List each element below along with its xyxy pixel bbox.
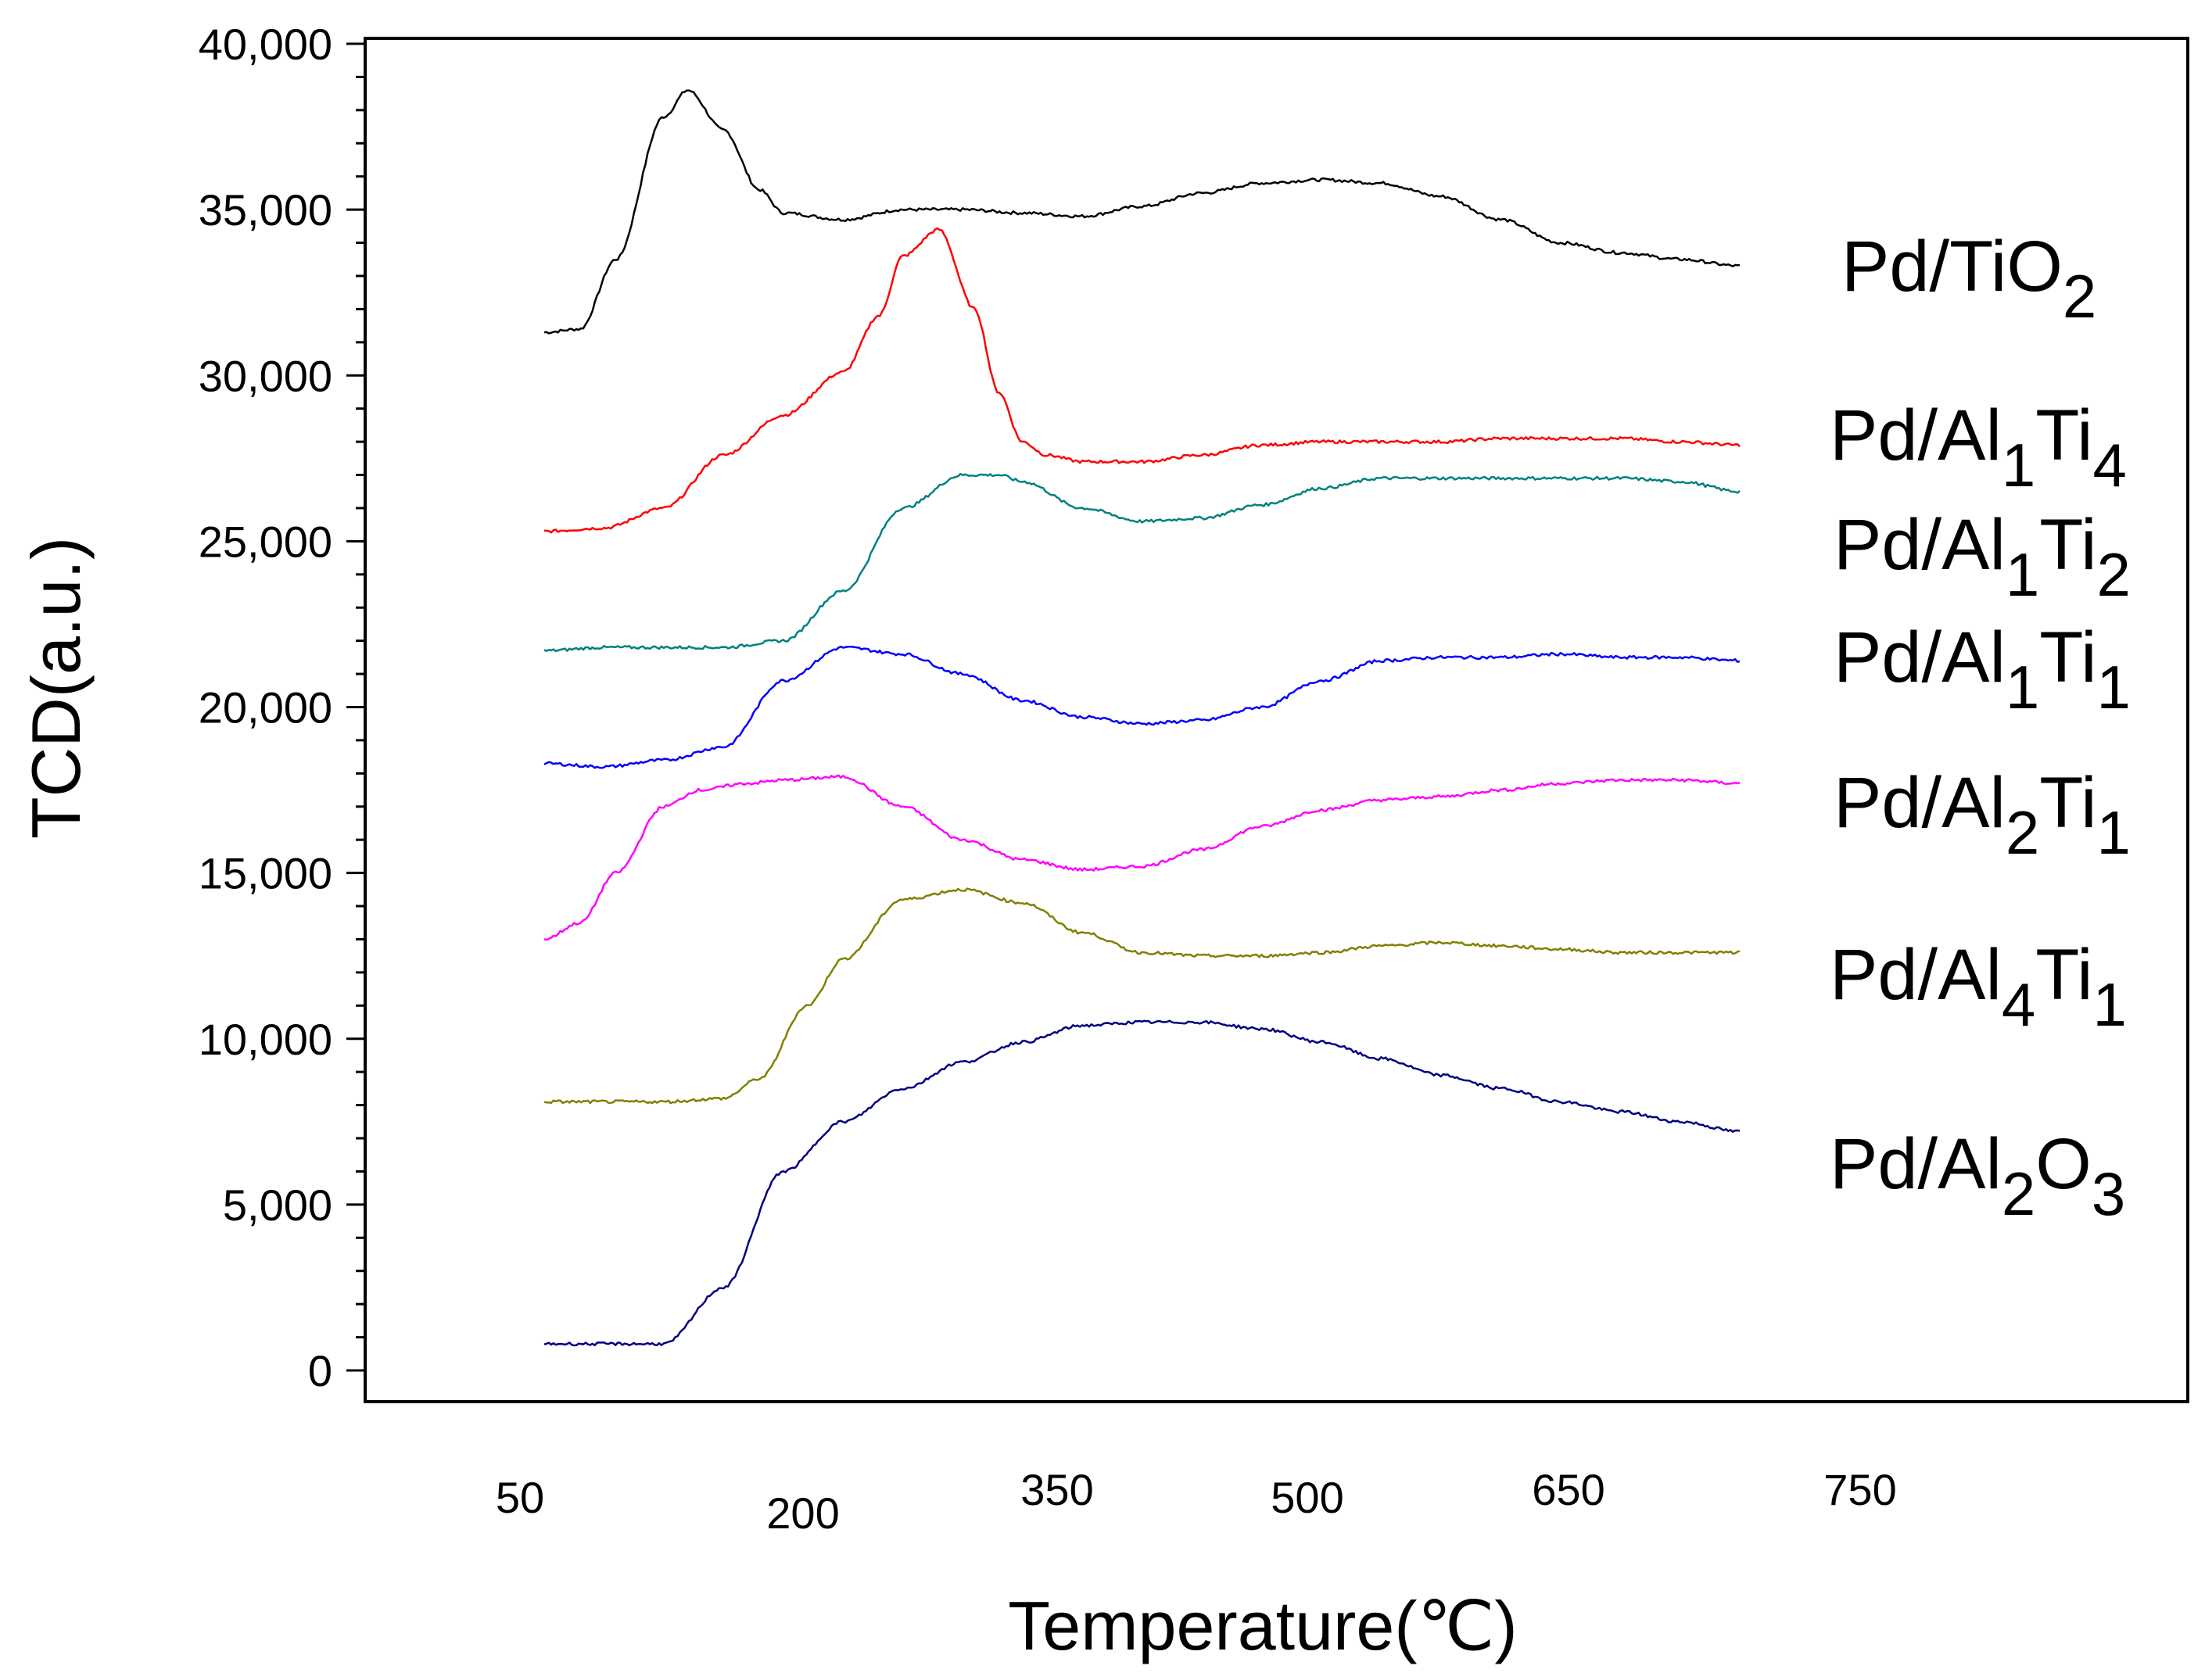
x-tick-label: 50 bbox=[496, 1473, 544, 1522]
x-tick-label: 650 bbox=[1532, 1465, 1604, 1514]
series-label: Pd/TiO2 bbox=[1841, 227, 2096, 331]
y-tick-label: 30,000 bbox=[199, 351, 332, 400]
y-tick-label: 0 bbox=[308, 1346, 332, 1395]
series-line bbox=[543, 774, 1741, 941]
y-tick-label: 25,000 bbox=[199, 517, 332, 566]
y-axis-title: TCD(a.u.) bbox=[17, 537, 95, 839]
series-label: Pd/Al4Ti1 bbox=[1830, 935, 2127, 1039]
series-line bbox=[543, 887, 1741, 1105]
y-tick-label: 10,000 bbox=[199, 1015, 332, 1064]
x-tick-label: 350 bbox=[1020, 1465, 1093, 1514]
y-tick-label: 15,000 bbox=[199, 849, 332, 898]
y-tick-label: 40,000 bbox=[199, 20, 332, 69]
series-label: Pd/Al1Ti4 bbox=[1830, 396, 2127, 500]
plot-frame bbox=[364, 37, 2189, 1403]
series-curves bbox=[543, 89, 1741, 1347]
x-axis: 50 200 350 500 650 750 bbox=[496, 1465, 1897, 1538]
y-tick-label: 20,000 bbox=[199, 683, 332, 733]
series-line bbox=[543, 472, 1741, 653]
series-label: Pd/Al1Ti2 bbox=[1834, 505, 2131, 609]
y-tick-label: 35,000 bbox=[199, 185, 332, 235]
y-tick-label: 5,000 bbox=[223, 1180, 332, 1230]
series-line bbox=[543, 1019, 1741, 1347]
x-tick-label: 200 bbox=[766, 1488, 839, 1538]
y-axis: 0 5,000 10,000 15,000 20,000 25,000 30,000 35,0… bbox=[199, 20, 365, 1395]
x-tick-label: 750 bbox=[1823, 1465, 1896, 1514]
x-tick-label: 500 bbox=[1271, 1473, 1343, 1522]
series-label: Pd/Al1Ti1 bbox=[1834, 618, 2131, 722]
series-label: Pd/Al2O3 bbox=[1830, 1124, 2125, 1228]
series-label: Pd/Al2Ti1 bbox=[1834, 763, 2131, 867]
x-axis-title: Temperature(℃) bbox=[1008, 1587, 1517, 1664]
series-line bbox=[543, 227, 1741, 534]
series-line bbox=[543, 89, 1741, 335]
series-line bbox=[543, 645, 1741, 769]
